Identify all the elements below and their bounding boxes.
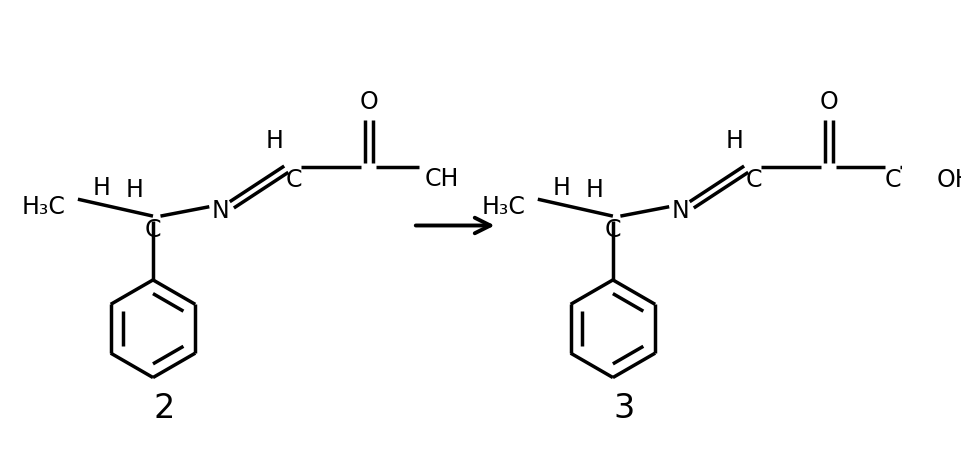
Text: H: H xyxy=(726,129,744,153)
Text: C: C xyxy=(884,168,900,192)
Text: H: H xyxy=(585,178,604,202)
Text: H: H xyxy=(92,176,111,200)
Text: C: C xyxy=(145,218,161,242)
Text: N: N xyxy=(211,199,230,223)
Text: 2: 2 xyxy=(154,392,175,425)
Text: O: O xyxy=(359,89,379,114)
Text: C: C xyxy=(604,218,621,242)
Text: C: C xyxy=(285,168,302,192)
Text: H: H xyxy=(553,176,570,200)
Text: H₃C: H₃C xyxy=(481,195,526,219)
Text: 3: 3 xyxy=(613,392,635,425)
Text: H: H xyxy=(125,178,143,202)
Text: O: O xyxy=(820,89,838,114)
Text: C: C xyxy=(746,168,762,192)
Text: H₃C: H₃C xyxy=(22,195,65,219)
Text: OH: OH xyxy=(936,168,961,192)
Text: N: N xyxy=(672,199,689,223)
Text: CH: CH xyxy=(425,166,459,191)
Text: H: H xyxy=(266,129,283,153)
